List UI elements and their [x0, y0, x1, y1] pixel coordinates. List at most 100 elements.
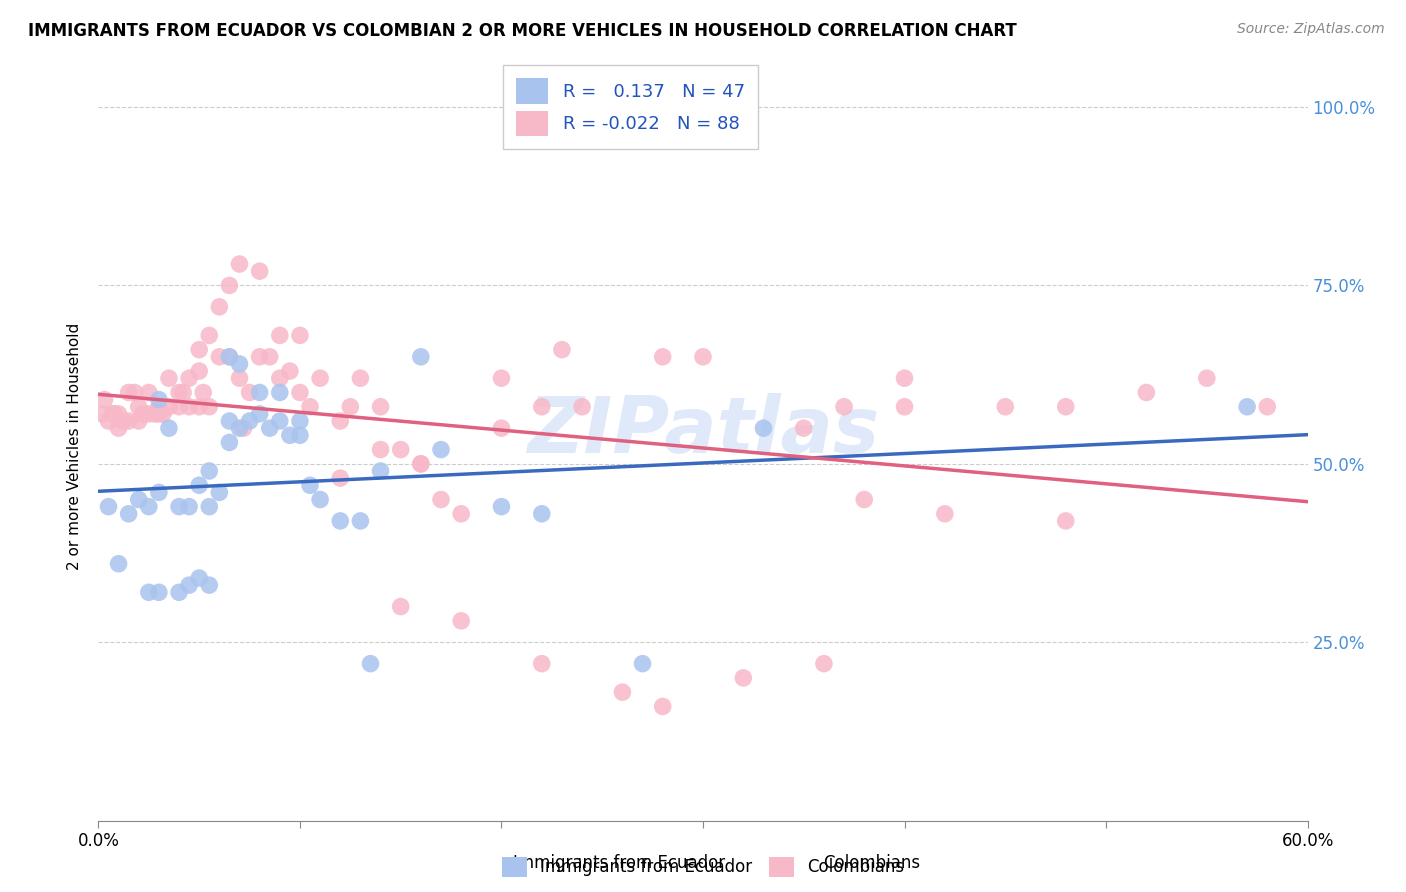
Point [893, 371, 915, 385]
Point [1054, 514, 1077, 528]
Point [138, 500, 160, 514]
Text: Source: ZipAtlas.com: Source: ZipAtlas.com [1237, 22, 1385, 37]
Point [571, 400, 593, 414]
Point [152, 407, 174, 421]
Point [228, 371, 250, 385]
Point [218, 278, 240, 293]
Point [651, 699, 673, 714]
Point [370, 442, 392, 457]
Point [148, 392, 170, 407]
Point [128, 492, 150, 507]
Point [208, 485, 231, 500]
Point [249, 385, 271, 400]
Point [409, 350, 432, 364]
Point [239, 414, 262, 428]
Point [530, 657, 553, 671]
Point [530, 507, 553, 521]
Point [288, 428, 311, 442]
Point [188, 364, 211, 378]
Point [269, 328, 291, 343]
Point [198, 400, 221, 414]
Point [188, 478, 211, 492]
Point [157, 371, 180, 385]
Text: Immigrants from Ecuador: Immigrants from Ecuador [513, 855, 724, 872]
Point [193, 385, 215, 400]
Point [409, 457, 432, 471]
Point [249, 264, 271, 278]
Point [101, 407, 124, 421]
Point [259, 350, 281, 364]
Point [143, 407, 166, 421]
Point [198, 464, 221, 478]
Point [259, 421, 281, 435]
Point [329, 471, 352, 485]
Point [612, 685, 634, 699]
Point [148, 485, 170, 500]
Point [288, 385, 311, 400]
Point [491, 500, 513, 514]
Point [128, 400, 150, 414]
Point [651, 350, 673, 364]
Point [752, 421, 775, 435]
Point [218, 350, 240, 364]
Point [93, 392, 115, 407]
Point [97, 500, 120, 514]
Point [198, 500, 221, 514]
Point [269, 371, 291, 385]
Point [339, 400, 361, 414]
Point [1135, 385, 1157, 400]
Point [430, 442, 453, 457]
Point [631, 657, 654, 671]
Text: ZIPatlas: ZIPatlas [527, 393, 879, 469]
Point [450, 614, 472, 628]
Point [309, 492, 332, 507]
Point [157, 400, 180, 414]
Point [389, 442, 412, 457]
Point [179, 371, 201, 385]
Point [370, 400, 392, 414]
Point [278, 428, 301, 442]
Point [179, 400, 201, 414]
Point [128, 414, 150, 428]
Point [208, 350, 231, 364]
Point [232, 421, 254, 435]
Point [893, 400, 915, 414]
Point [288, 328, 311, 343]
Point [198, 328, 221, 343]
Point [1236, 400, 1258, 414]
Point [228, 257, 250, 271]
Y-axis label: 2 or more Vehicles in Household: 2 or more Vehicles in Household [67, 322, 83, 570]
Point [430, 492, 453, 507]
Point [733, 671, 755, 685]
Point [138, 407, 160, 421]
Point [157, 421, 180, 435]
Point [853, 492, 876, 507]
Point [167, 400, 190, 414]
Text: Colombians: Colombians [823, 855, 921, 872]
Point [299, 478, 322, 492]
Point [228, 357, 250, 371]
Point [198, 578, 221, 592]
Point [269, 414, 291, 428]
Point [107, 421, 129, 435]
Point [551, 343, 574, 357]
Point [188, 400, 211, 414]
Legend: Immigrants from Ecuador, Colombians: Immigrants from Ecuador, Colombians [495, 850, 911, 884]
Point [138, 585, 160, 599]
Point [491, 371, 513, 385]
Point [172, 385, 194, 400]
Point [409, 457, 432, 471]
Point [370, 464, 392, 478]
Point [208, 300, 231, 314]
Point [167, 585, 190, 599]
Point [148, 400, 170, 414]
Point [179, 578, 201, 592]
Point [329, 514, 352, 528]
Point [228, 421, 250, 435]
Point [249, 407, 271, 421]
Point [269, 385, 291, 400]
Point [167, 500, 190, 514]
Point [491, 421, 513, 435]
Point [349, 514, 371, 528]
Point [107, 407, 129, 421]
